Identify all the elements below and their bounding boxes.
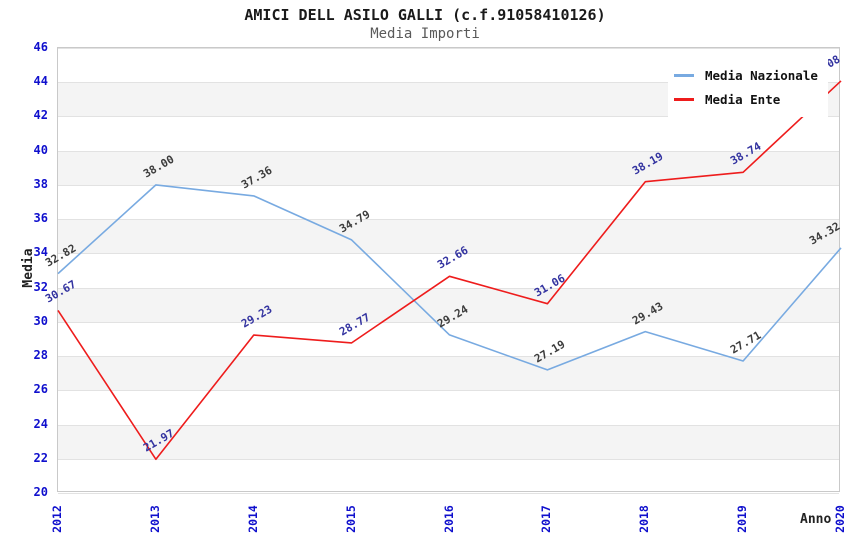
plot-band <box>58 424 839 459</box>
legend-label-media-nazionale: Media Nazionale <box>705 67 818 83</box>
gridline <box>58 425 839 426</box>
gridline <box>58 493 839 494</box>
y-tick-label: 20 <box>33 485 48 499</box>
gridline <box>58 253 839 254</box>
y-tick-label: 36 <box>33 211 48 226</box>
gridline <box>58 48 839 49</box>
x-tick-label: 2016 <box>441 505 456 533</box>
y-tick-label: 46 <box>33 40 48 54</box>
gridline <box>58 82 839 83</box>
x-tick-label: 2019 <box>735 505 750 533</box>
y-tick-label: 38 <box>33 176 48 191</box>
gridline <box>58 116 839 117</box>
x-tick-label: 2013 <box>147 505 162 533</box>
x-tick-label: 2014 <box>245 505 260 533</box>
plot-band <box>58 287 839 322</box>
legend-item-media-nazionale: Media Nazionale <box>674 65 818 85</box>
legend: Media Nazionale Media Ente <box>668 57 828 117</box>
chart-title: AMICI DELL ASILO GALLI (c.f.91058410126) <box>244 6 606 24</box>
gridline <box>58 288 839 289</box>
plot-band <box>58 219 839 254</box>
y-tick-label: 44 <box>33 74 48 89</box>
x-tick-label: 2012 <box>50 505 64 533</box>
gridline <box>58 185 839 186</box>
gridline <box>58 459 839 460</box>
x-tick-label: 2020 <box>833 505 847 533</box>
legend-label-media-ente: Media Ente <box>705 91 781 107</box>
y-tick-label: 40 <box>33 142 48 157</box>
plot-area <box>57 47 842 494</box>
gridline <box>58 356 839 357</box>
y-tick-label: 32 <box>33 279 48 294</box>
y-tick-label: 26 <box>33 382 48 397</box>
series-line-1 <box>57 80 842 461</box>
gridline <box>58 322 839 323</box>
y-tick-label: 42 <box>33 108 48 123</box>
legend-item-media-ente: Media Ente <box>674 89 818 109</box>
plot-band <box>58 356 839 391</box>
series-line-0 <box>57 184 842 371</box>
y-axis-title: Media <box>21 248 36 288</box>
gridline <box>58 151 839 152</box>
plot-band <box>58 150 839 185</box>
gridline <box>58 390 839 391</box>
y-tick-label: 24 <box>33 416 48 431</box>
x-tick-label: 2017 <box>539 505 554 533</box>
x-tick-label: 2018 <box>637 505 652 533</box>
x-tick-label: 2015 <box>343 505 358 533</box>
media-nazionale-line-swatch <box>674 73 694 77</box>
gridline <box>58 219 839 220</box>
y-tick-label: 34 <box>33 245 48 260</box>
y-tick-label: 28 <box>33 348 48 363</box>
x-axis-title: Anno <box>800 512 832 527</box>
series-lines <box>57 80 842 461</box>
y-tick-label: 22 <box>33 450 48 465</box>
chart-subtitle: Media Importi <box>370 26 480 42</box>
media-ente-line-swatch <box>674 97 694 101</box>
y-tick-label: 30 <box>33 313 48 328</box>
